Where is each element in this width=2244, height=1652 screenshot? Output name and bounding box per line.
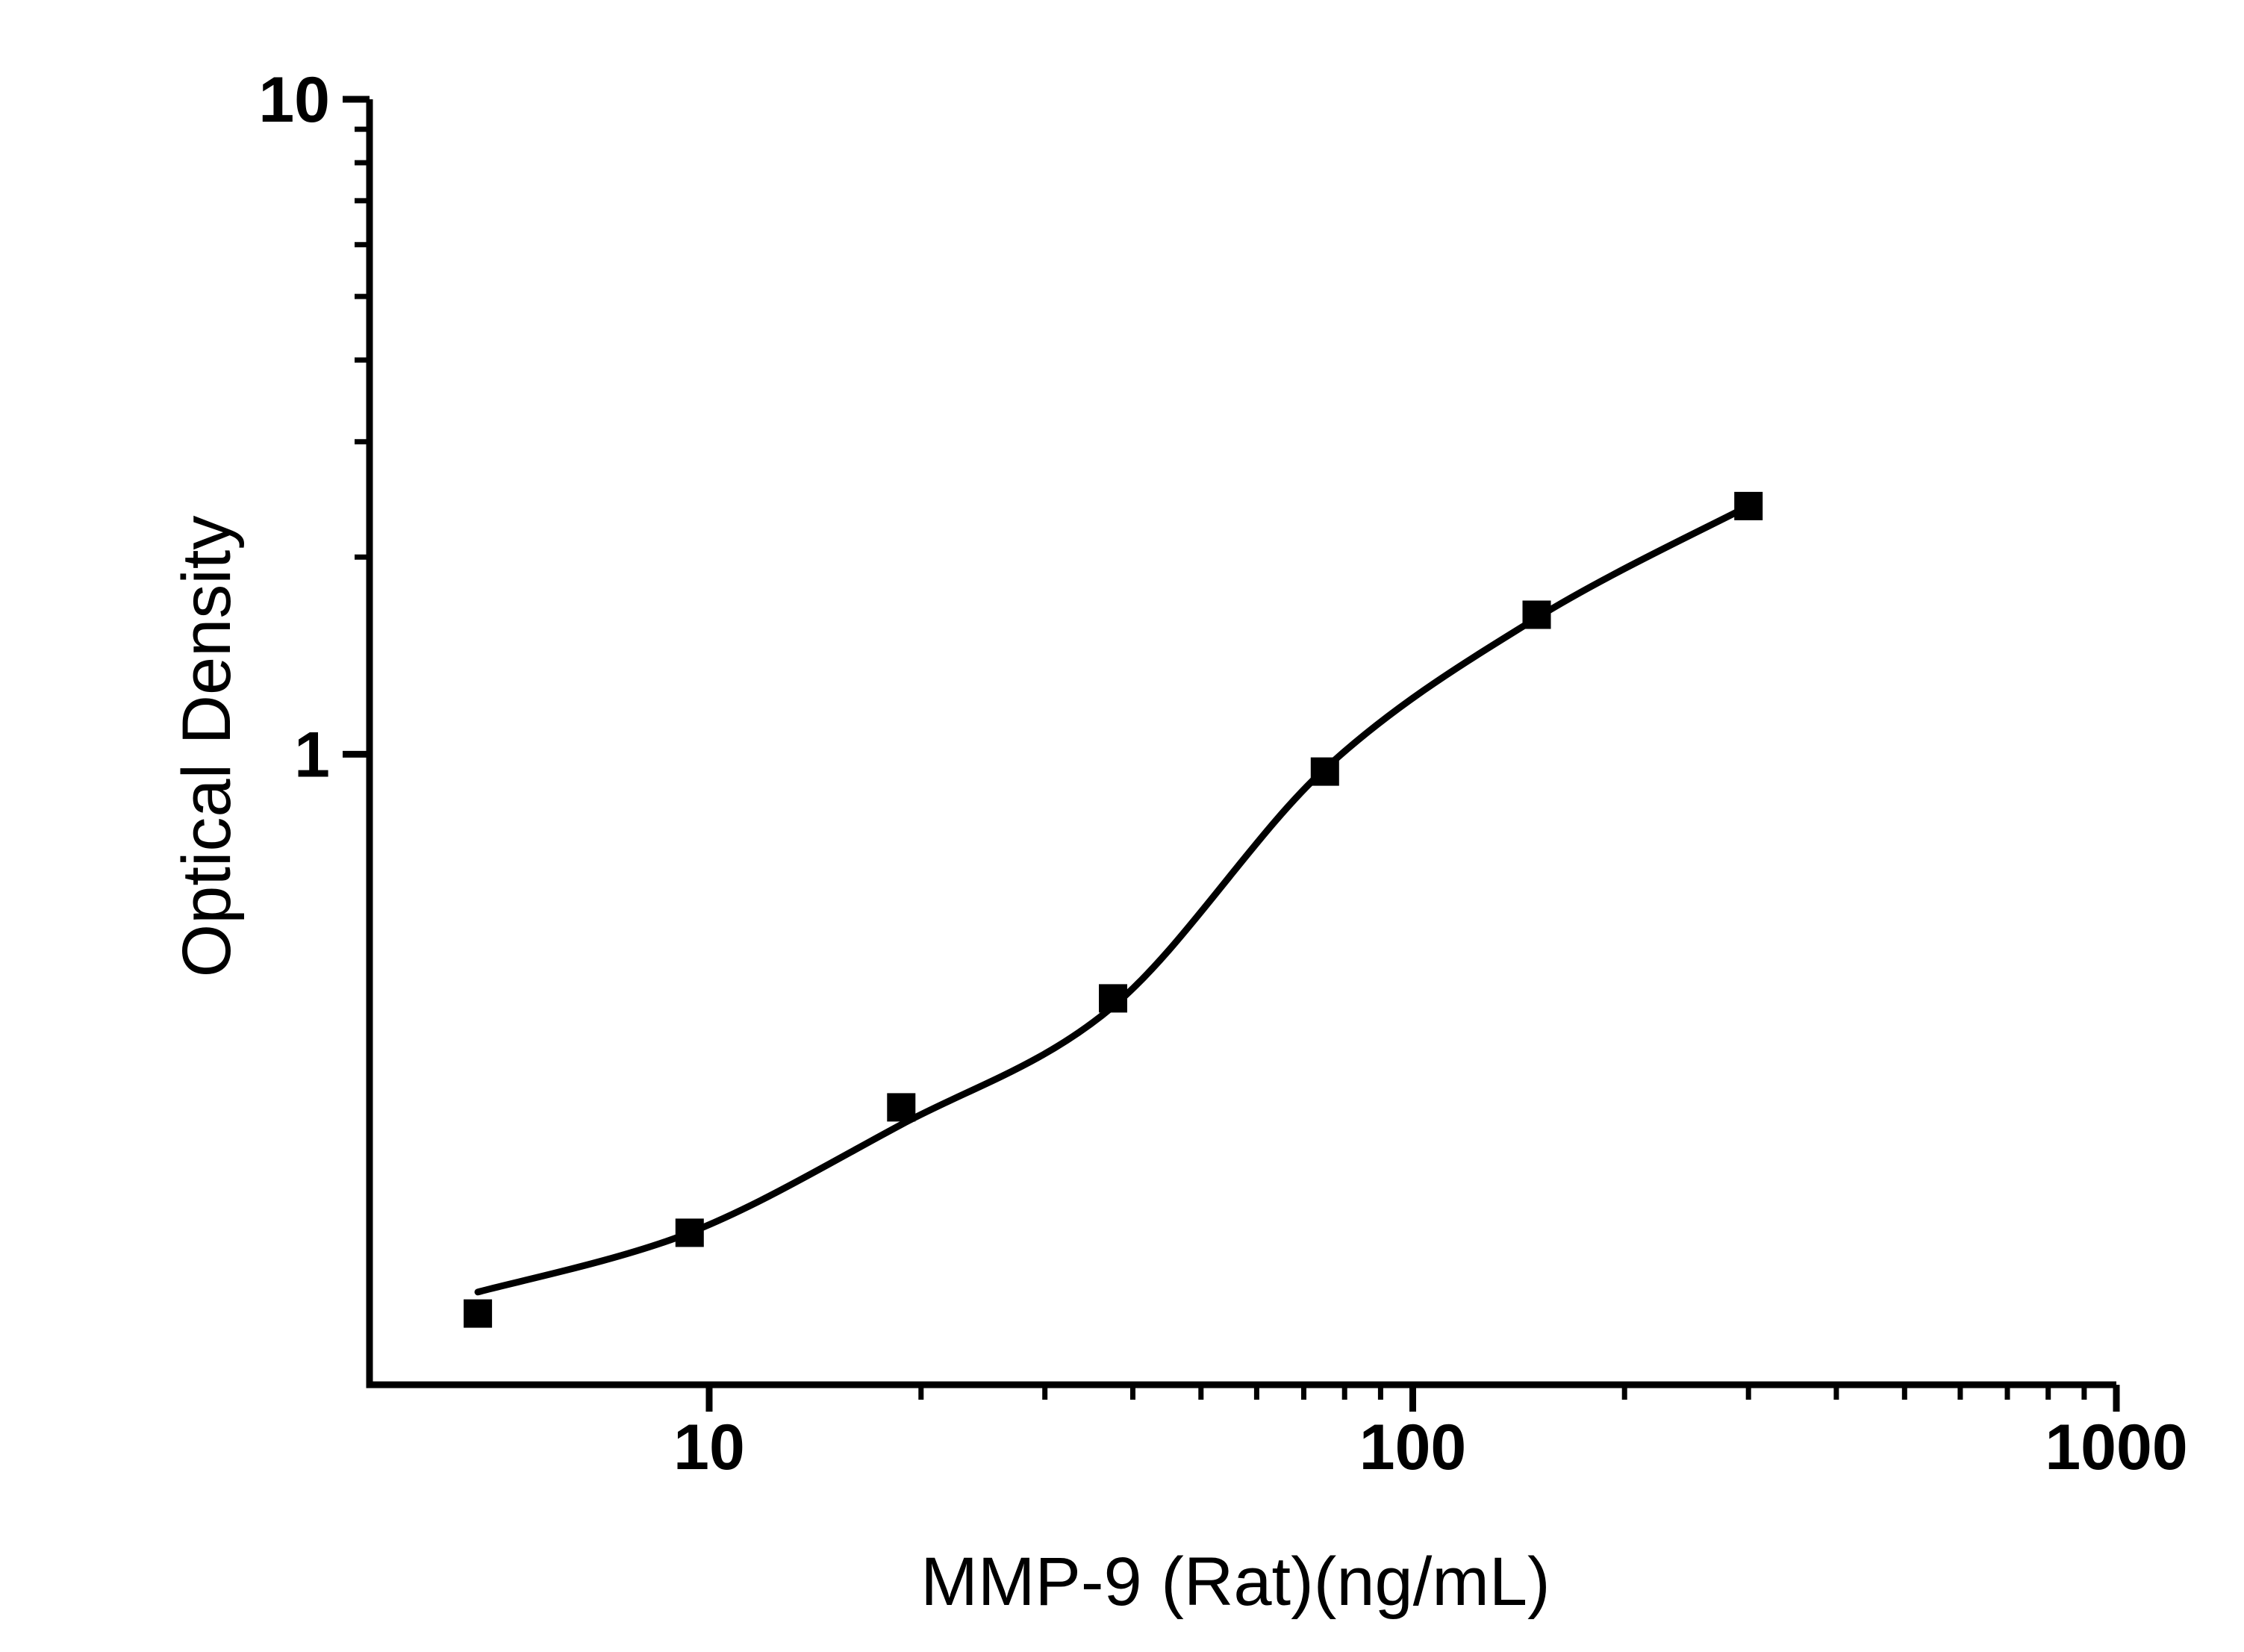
- fit-curve: [474, 502, 1752, 1296]
- x-axis-title: MMP-9 (Rat)(ng/mL): [920, 1544, 1550, 1620]
- data-point-marker: [887, 1093, 916, 1122]
- y-axis-tick-label: 10: [258, 64, 330, 136]
- x-axis-tick-label: 1000: [2045, 1412, 2187, 1483]
- data-point-marker: [1522, 600, 1551, 629]
- data-point-markers: [464, 491, 1763, 1328]
- data-point-marker: [1099, 984, 1127, 1013]
- data-point-marker: [1734, 491, 1763, 520]
- data-point-marker: [675, 1218, 704, 1247]
- y-axis-tick-label: 1: [294, 719, 330, 791]
- axes: [366, 99, 2116, 1388]
- fit-curve-group: [474, 502, 1752, 1296]
- axis-lines: [366, 99, 2116, 1388]
- x-axis-tick-label: 100: [1359, 1412, 1467, 1483]
- data-point-marker: [1310, 757, 1339, 786]
- axis-tick-labels: 10 100 1000 1 10: [258, 64, 2187, 1483]
- y-axis-title: Optical Density: [169, 516, 245, 978]
- axis-ticks: [343, 96, 2120, 1412]
- x-axis-tick-label: 10: [673, 1412, 745, 1483]
- data-point-marker: [464, 1299, 493, 1328]
